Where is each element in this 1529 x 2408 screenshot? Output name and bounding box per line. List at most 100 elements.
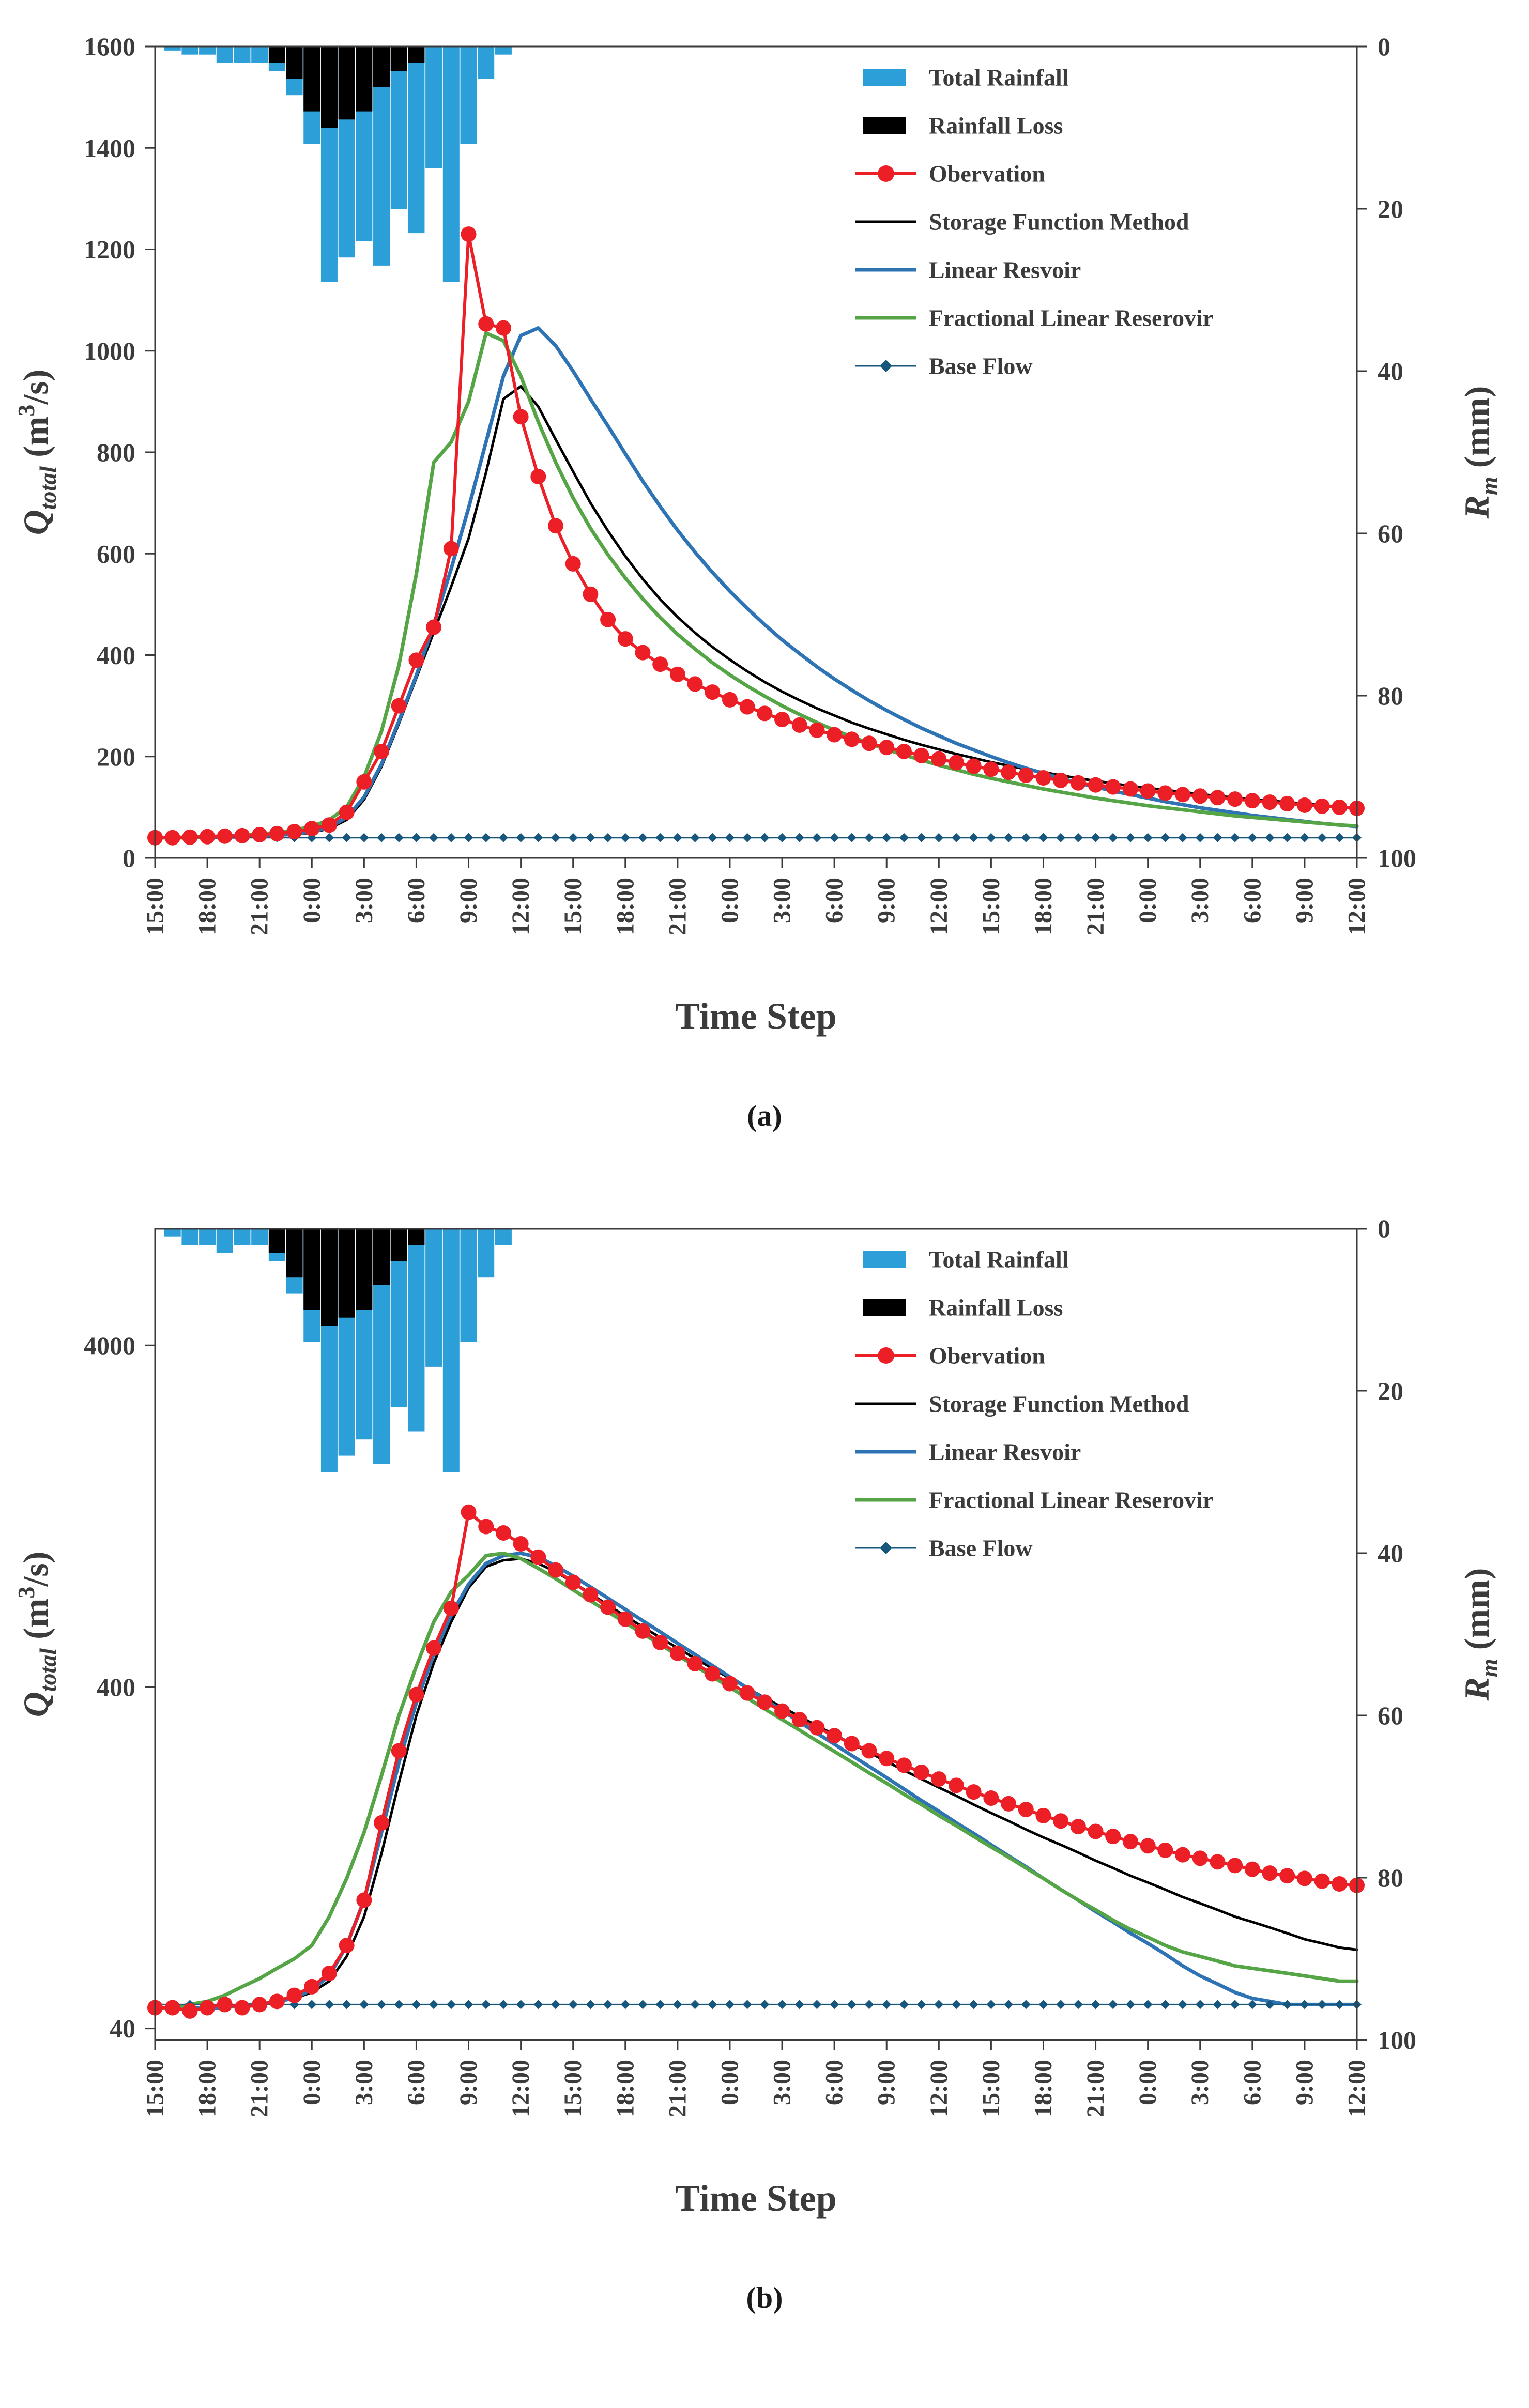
svg-text:9:00: 9:00 [873, 2060, 900, 2105]
svg-text:Rm (mm): Rm (mm) [1457, 1568, 1502, 1701]
svg-text:Rainfall Loss: Rainfall Loss [929, 113, 1063, 139]
svg-text:15:00: 15:00 [142, 878, 169, 935]
svg-text:60: 60 [1378, 519, 1403, 548]
svg-text:21:00: 21:00 [664, 2060, 691, 2118]
svg-text:0:00: 0:00 [298, 878, 326, 923]
svg-text:Base Flow: Base Flow [929, 1535, 1033, 1561]
chart-b: 40 400 4000 0 20 40 60 80 100 15:00 18:00 21:00 0:00… [0, 1198, 1529, 2315]
svg-text:15:00: 15:00 [977, 2060, 1005, 2118]
svg-text:4000: 4000 [84, 1331, 135, 1360]
svg-text:Obervation: Obervation [929, 161, 1045, 187]
svg-text:60: 60 [1378, 1701, 1403, 1730]
svg-text:1000: 1000 [84, 336, 135, 365]
svg-text:Linear Resvoir: Linear Resvoir [929, 257, 1081, 283]
svg-text:Total Rainfall: Total Rainfall [929, 65, 1069, 91]
svg-text:9:00: 9:00 [1291, 2060, 1318, 2105]
svg-text:9:00: 9:00 [455, 2060, 482, 2105]
svg-text:3:00: 3:00 [769, 2060, 796, 2105]
svg-text:Rainfall Loss: Rainfall Loss [929, 1295, 1063, 1321]
svg-text:3:00: 3:00 [1186, 2060, 1214, 2105]
svg-text:0:00: 0:00 [716, 2060, 743, 2105]
svg-text:20: 20 [1378, 1376, 1403, 1405]
svg-text:Fractional Linear Reserovir: Fractional Linear Reserovir [929, 1487, 1213, 1513]
svg-text:21:00: 21:00 [1082, 2060, 1109, 2118]
svg-text:3:00: 3:00 [350, 2060, 378, 2105]
svg-text:12:00: 12:00 [507, 2060, 534, 2118]
svg-text:0:00: 0:00 [298, 2060, 326, 2105]
svg-text:Fractional Linear Reserovir: Fractional Linear Reserovir [929, 305, 1213, 331]
svg-text:Storage Function Method: Storage Function Method [929, 1391, 1189, 1417]
svg-text:Rm (mm): Rm (mm) [1457, 386, 1502, 519]
svg-text:6:00: 6:00 [403, 2060, 430, 2105]
svg-text:200: 200 [97, 742, 135, 771]
chart-a: 0 200 400 600 800 1000 1200 1400 1600 0 20 40 60 80 10… [0, 16, 1529, 1133]
svg-text:12:00: 12:00 [1343, 2060, 1371, 2118]
svg-text:12:00: 12:00 [925, 878, 953, 935]
svg-text:15:00: 15:00 [559, 878, 587, 935]
svg-text:21:00: 21:00 [664, 878, 691, 935]
svg-text:9:00: 9:00 [873, 878, 900, 923]
svg-text:3:00: 3:00 [769, 878, 796, 923]
svg-text:20: 20 [1378, 194, 1403, 223]
chart-svg-b: 40 400 4000 0 20 40 60 80 100 15:00 18:00 21:00 0:00… [13, 1214, 1502, 2219]
svg-text:400: 400 [97, 1673, 135, 1701]
chart-svg-a: 0 200 400 600 800 1000 1200 1400 1600 0 20 40 60 80 10… [13, 32, 1502, 1037]
svg-text:18:00: 18:00 [611, 2060, 639, 2118]
svg-text:Storage Function Method: Storage Function Method [929, 209, 1189, 235]
svg-text:0:00: 0:00 [1134, 2060, 1161, 2105]
svg-text:40: 40 [110, 2014, 135, 2043]
svg-text:9:00: 9:00 [1291, 878, 1318, 923]
svg-text:Total Rainfall: Total Rainfall [929, 1247, 1069, 1273]
svg-text:6:00: 6:00 [821, 2060, 848, 2105]
chart-b-canvas: 40 400 4000 0 20 40 60 80 100 15:00 18:00 21:00 0:00… [0, 1198, 1529, 2252]
svg-text:600: 600 [97, 539, 135, 568]
svg-text:21:00: 21:00 [1082, 878, 1109, 935]
svg-text:18:00: 18:00 [1030, 878, 1057, 935]
svg-text:18:00: 18:00 [194, 878, 221, 935]
svg-text:12:00: 12:00 [925, 2060, 953, 2118]
svg-text:15:00: 15:00 [142, 2060, 169, 2118]
svg-text:Qtotal (m3/s): Qtotal (m3/s) [13, 1552, 61, 1717]
svg-text:1200: 1200 [84, 235, 135, 264]
svg-text:15:00: 15:00 [559, 2060, 587, 2118]
svg-text:0:00: 0:00 [1134, 878, 1161, 923]
svg-text:0: 0 [1378, 32, 1390, 61]
svg-text:40: 40 [1378, 357, 1403, 386]
svg-text:18:00: 18:00 [1030, 2060, 1057, 2118]
svg-text:Time Step: Time Step [675, 995, 837, 1037]
figure-page: 0 200 400 600 800 1000 1200 1400 1600 0 20 40 60 80 10… [0, 16, 1529, 2315]
svg-text:0: 0 [1378, 1214, 1390, 1243]
svg-text:Linear Resvoir: Linear Resvoir [929, 1439, 1081, 1465]
svg-text:80: 80 [1378, 1863, 1403, 1892]
svg-text:100: 100 [1378, 843, 1416, 872]
svg-text:80: 80 [1378, 681, 1403, 710]
svg-text:18:00: 18:00 [611, 878, 639, 935]
chart-a-canvas: 0 200 400 600 800 1000 1200 1400 1600 0 20 40 60 80 10… [0, 16, 1529, 1070]
chart-a-caption: (a) [747, 1099, 782, 1132]
svg-text:Qtotal (m3/s): Qtotal (m3/s) [13, 370, 61, 535]
svg-text:21:00: 21:00 [246, 878, 273, 935]
svg-text:3:00: 3:00 [350, 878, 378, 923]
svg-text:800: 800 [97, 438, 135, 467]
svg-text:15:00: 15:00 [977, 878, 1005, 935]
svg-text:Obervation: Obervation [929, 1343, 1045, 1369]
chart-b-caption: (b) [746, 2281, 783, 2314]
svg-text:6:00: 6:00 [821, 878, 848, 923]
svg-text:6:00: 6:00 [403, 878, 430, 923]
svg-text:1600: 1600 [84, 32, 135, 61]
svg-text:0:00: 0:00 [716, 878, 743, 923]
svg-text:3:00: 3:00 [1186, 878, 1214, 923]
svg-text:0: 0 [123, 843, 135, 872]
svg-text:18:00: 18:00 [194, 2060, 221, 2118]
svg-text:40: 40 [1378, 1539, 1403, 1568]
svg-text:Time Step: Time Step [675, 2177, 837, 2219]
svg-text:6:00: 6:00 [1239, 2060, 1266, 2105]
svg-text:400: 400 [97, 641, 135, 670]
svg-text:12:00: 12:00 [1343, 878, 1371, 935]
svg-text:6:00: 6:00 [1239, 878, 1266, 923]
svg-text:12:00: 12:00 [507, 878, 534, 935]
svg-text:1400: 1400 [84, 133, 135, 162]
svg-text:100: 100 [1378, 2026, 1416, 2054]
svg-text:9:00: 9:00 [455, 878, 482, 923]
svg-text:Base Flow: Base Flow [929, 353, 1033, 379]
